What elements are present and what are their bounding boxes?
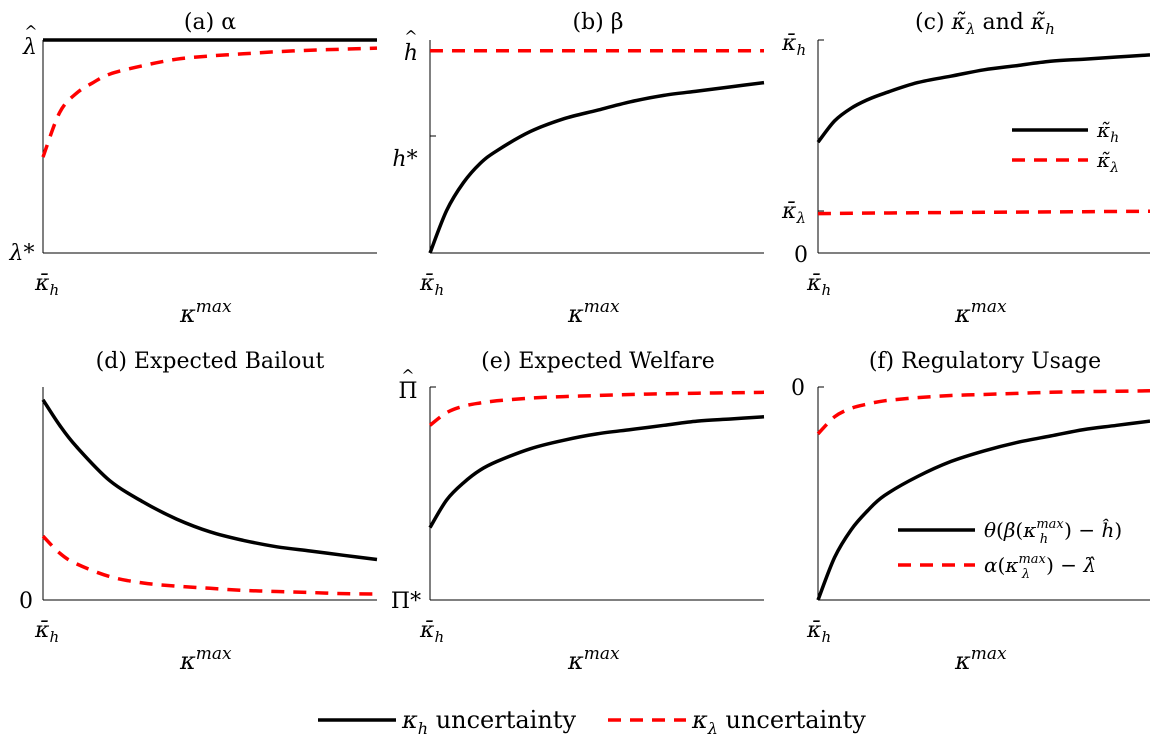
panel-f-xlabel: κmax	[954, 644, 1007, 675]
panel-a-ylabel-top-hat: ^	[24, 22, 37, 41]
panel-e-series-black	[428, 415, 765, 529]
panel-c-legend-label-red: κ̃λ	[1096, 148, 1119, 176]
panel-a-series-red	[41, 46, 378, 158]
panel-b-ylabel-top: h	[404, 41, 418, 66]
panel-f-series-red	[816, 389, 1150, 436]
panel-f-series-black	[816, 419, 1150, 601]
panel-d-xlabel: κmax	[179, 644, 232, 675]
panel-c-series-black	[816, 53, 1150, 144]
panel-c-legend-label-black: κ̃h	[1096, 118, 1119, 146]
bottom-legend-label-black: κh uncertainty	[401, 706, 576, 738]
panel-d-series-black	[41, 398, 378, 562]
panel-c-ylabel-zero: 0	[794, 243, 808, 268]
panel-d-xtick-label: κ̄h	[34, 618, 59, 646]
panel-a-ylabel-bottom: λ*	[9, 241, 35, 266]
panel-b-title: (b) β	[573, 10, 624, 35]
panel-d-ylabel-zero: 0	[19, 589, 33, 614]
panel-e-xlabel: κmax	[567, 644, 620, 675]
panel-c-ylabel-top: κ̄h	[781, 31, 806, 59]
panel-b-xtick-label: κ̄h	[419, 271, 444, 299]
panel-d-title: (d) Expected Bailout	[96, 349, 325, 374]
panel-a-ylabel-top: λ	[22, 35, 37, 60]
panel-f-legend-label-red: α(κmax λ) − λ̂	[984, 552, 1096, 582]
panel-c: (c) κ̃λ and κ̃h κ̄h κ̄λ 0 κ̄h κmax κ̃h κ…	[781, 10, 1150, 328]
bottom-legend-label-red: κλ uncertainty	[691, 706, 866, 738]
panel-d: (d) Expected Bailout 0 κ̄h κmax	[19, 349, 378, 675]
panel-f-ylabel-zero: 0	[791, 376, 805, 401]
panel-e-series-red	[428, 390, 765, 427]
panel-e-ylabel-top-hat: ^	[401, 366, 414, 385]
panel-c-title: (c) κ̃λ and κ̃h	[915, 10, 1055, 38]
panel-b: (b) β h ^ h* κ̄h κmax	[392, 10, 765, 328]
panel-c-series-red	[817, 209, 1150, 216]
panel-f-title: (f) Regulatory Usage	[869, 349, 1101, 374]
panel-b-xlabel: κmax	[567, 297, 620, 328]
panel-c-ylabel-mid: κ̄λ	[781, 199, 806, 227]
panel-d-series-red	[41, 534, 378, 596]
panel-a-xlabel: κmax	[179, 297, 232, 328]
panel-a: (a) α λ ^ λ* κ̄h κmax	[9, 10, 378, 328]
panel-b-ylabel-mid: h*	[392, 147, 417, 172]
panel-e-xtick-label: κ̄h	[419, 618, 444, 646]
panel-e: (e) Expected Welfare Π ^ Π* κ̄h κmax	[391, 349, 765, 675]
panel-f-legend-label-black: θ(β(κmax h) − ĥ)	[984, 517, 1122, 547]
panel-c-xtick-label: κ̄h	[806, 271, 831, 299]
panel-c-xlabel: κmax	[954, 297, 1007, 328]
bottom-legend: κh uncertainty κλ uncertainty	[318, 706, 866, 738]
panel-b-ylabel-top-hat: ^	[404, 27, 417, 46]
panel-a-title: (a) α	[184, 10, 236, 35]
panel-b-series-black	[428, 80, 765, 254]
panel-f: (f) Regulatory Usage 0 κ̄h κmax θ(β(κmax…	[791, 349, 1150, 675]
panel-e-ylabel-top: Π	[398, 379, 417, 404]
panel-a-xtick-label: κ̄h	[34, 271, 59, 299]
panel-e-ylabel-bottom: Π*	[391, 589, 421, 614]
panel-f-xtick-label: κ̄h	[806, 618, 831, 646]
panel-e-title: (e) Expected Welfare	[481, 349, 715, 374]
